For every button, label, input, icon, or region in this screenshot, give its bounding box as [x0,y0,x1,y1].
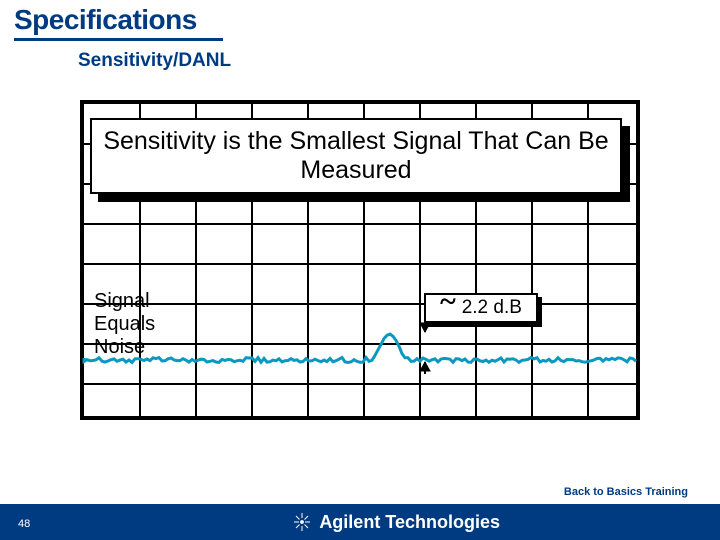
tilde-icon: ~ [440,297,456,307]
db-value-text: 2.2 d.B [462,297,522,319]
signal-label-line: Noise [94,336,155,359]
back-to-basics-link[interactable]: Back to Basics Training [564,486,688,498]
signal-equals-noise-label: SignalEqualsNoise [94,290,155,359]
statement-box: Sensitivity is the Smallest Signal That … [90,118,622,194]
brand-name: Agilent Technologies [319,512,500,533]
grid-line-h [84,303,636,305]
statement-text: Sensitivity is the Smallest Signal That … [102,127,610,185]
page-title: Specifications [14,4,197,36]
grid-line-h [84,223,636,225]
grid-line-h [84,263,636,265]
grid-line-h [84,343,636,345]
db-value-box: ~ 2.2 d.B [424,293,538,323]
title-underline [14,38,223,41]
page-number: 48 [18,518,30,530]
spark-icon [291,510,313,534]
page-subtitle: Sensitivity/DANL [78,50,231,72]
grid-line-h [84,383,636,385]
signal-label-line: Signal [94,290,155,313]
brand-logo: Agilent Technologies [291,510,500,534]
signal-label-line: Equals [94,313,155,336]
